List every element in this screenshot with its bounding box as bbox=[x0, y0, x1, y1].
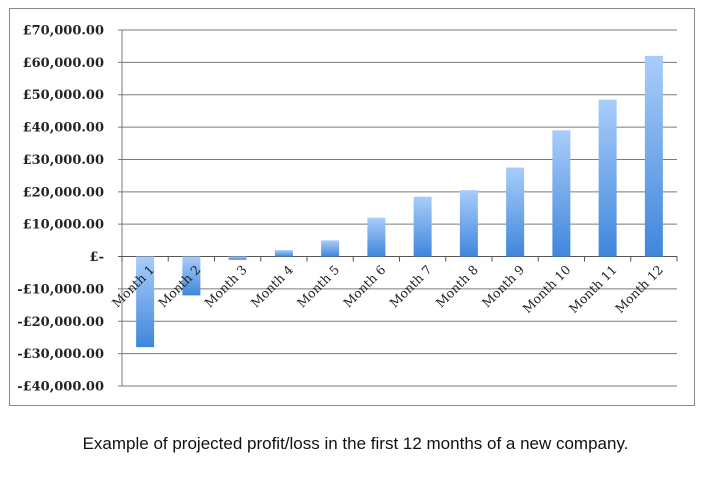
y-tick-label: £50,000.00 bbox=[23, 88, 104, 103]
y-tick-label: £10,000.00 bbox=[23, 218, 104, 233]
x-tick-label: Month 5 bbox=[294, 262, 342, 310]
bar-month-11 bbox=[598, 99, 617, 257]
bar-month-1 bbox=[136, 256, 155, 348]
y-tick-label: £20,000.00 bbox=[23, 185, 104, 200]
y-tick-label: -£10,000.00 bbox=[17, 282, 104, 297]
y-tick-label: -£30,000.00 bbox=[17, 347, 104, 362]
y-tick-label: -£20,000.00 bbox=[17, 315, 104, 330]
bar-month-8 bbox=[459, 190, 478, 257]
bar-month-4 bbox=[274, 250, 293, 257]
bar-month-5 bbox=[321, 240, 340, 257]
x-tick-label: Month 9 bbox=[479, 262, 527, 310]
bar-month-10 bbox=[552, 130, 571, 257]
bar-month-9 bbox=[506, 167, 525, 257]
x-tick-label: Month 6 bbox=[340, 262, 388, 310]
y-tick-label: £- bbox=[90, 250, 104, 265]
bar-month-3 bbox=[228, 256, 247, 260]
bar-month-6 bbox=[367, 217, 386, 257]
x-tick-label: Month 4 bbox=[248, 262, 296, 310]
bar-month-2 bbox=[182, 256, 201, 296]
y-tick-label: £30,000.00 bbox=[23, 153, 104, 168]
x-tick-label: Month 3 bbox=[201, 262, 249, 310]
bar-month-7 bbox=[413, 196, 432, 257]
bar-month-12 bbox=[644, 55, 663, 257]
chart-caption: Example of projected profit/loss in the … bbox=[82, 434, 629, 453]
profit-loss-chart: £70,000.00 £60,000.00 £50,000.00 £40,000.00… bbox=[17, 24, 678, 395]
y-tick-label: £70,000.00 bbox=[23, 24, 104, 39]
y-tick-label: -£40,000.00 bbox=[17, 380, 104, 395]
x-tick-label: Month 8 bbox=[433, 262, 481, 310]
y-tick-label: £60,000.00 bbox=[23, 56, 104, 71]
x-tick-label: Month 7 bbox=[386, 262, 434, 310]
chart-frame bbox=[9, 8, 695, 406]
y-tick-label: £40,000.00 bbox=[23, 121, 104, 136]
